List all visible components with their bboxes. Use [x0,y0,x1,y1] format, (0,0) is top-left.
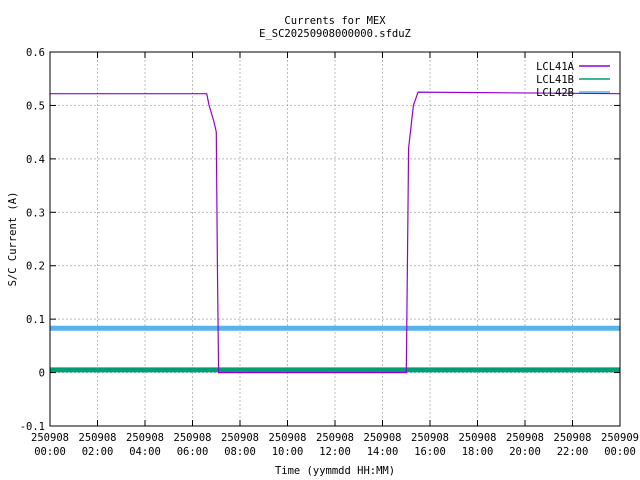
series-line-lcl41a [50,91,621,374]
x-tick-date: 250909 [601,432,639,444]
x-tick-date: 250908 [459,432,497,444]
x-tick-time: 20:00 [509,446,541,458]
x-tick-time: 10:00 [272,446,304,458]
x-tick-date: 250908 [316,432,354,444]
x-tick-time: 02:00 [82,446,114,458]
y-tick-label: 0.4 [26,154,45,166]
y-tick-label: 0.2 [26,261,45,273]
x-tick-time: 14:00 [367,446,399,458]
legend-label: LCL42B [536,87,574,99]
x-tick-date: 250908 [411,432,449,444]
x-tick-date: 250908 [221,432,259,444]
x-tick-time: 08:00 [224,446,256,458]
x-tick-time: 22:00 [557,446,589,458]
x-tick-date: 250908 [126,432,164,444]
x-tick-time: 16:00 [414,446,446,458]
x-tick-time: 04:00 [129,446,161,458]
y-axis-label: S/C Current (A) [7,192,19,287]
series-lines [50,91,621,374]
x-tick-time: 06:00 [177,446,209,458]
y-tick-label: 0.3 [26,207,45,219]
x-tick-date: 250908 [364,432,402,444]
x-tick-date: 250908 [554,432,592,444]
y-tick-label: -0.1 [20,421,45,433]
chart-title: Currents for MEX [284,15,386,27]
x-tick-date: 250908 [31,432,69,444]
legend-label: LCL41B [536,74,574,86]
y-tick-label: 0.1 [26,314,45,326]
y-tick-label: 0.5 [26,100,45,112]
y-tick-label: 0.6 [26,47,45,59]
x-tick-date: 250908 [79,432,117,444]
x-tick-date: 250908 [506,432,544,444]
y-tick-label: 0 [39,368,45,380]
x-tick-time: 00:00 [34,446,66,458]
legend-label: LCL41A [536,61,575,73]
x-tick-time: 12:00 [319,446,351,458]
chart-subtitle: E_SC20250908000000.sfduZ [259,28,411,40]
x-tick-time: 00:00 [604,446,636,458]
x-tick-date: 250908 [174,432,212,444]
x-tick-time: 18:00 [462,446,494,458]
x-tick-date: 250908 [269,432,307,444]
x-axis-label: Time (yymmdd HH:MM) [275,465,395,477]
axis-ticks: -0.1 0 0.1 0.2 0.3 0.4 0.5 0.6 250908 00:00 250908… [20,47,639,458]
